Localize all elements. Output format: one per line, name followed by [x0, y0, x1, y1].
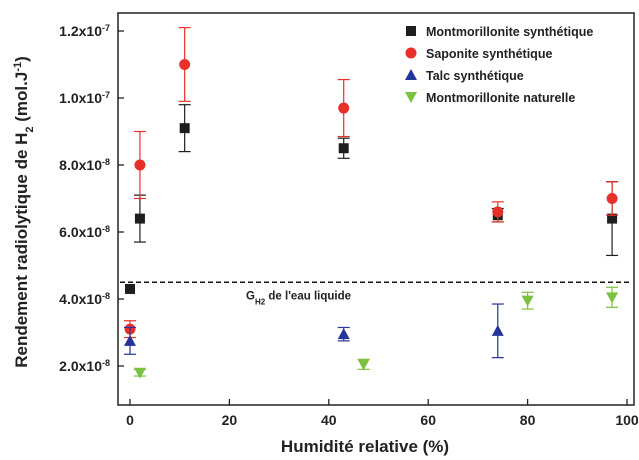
data-point — [607, 213, 618, 224]
data-point — [124, 334, 136, 346]
data-point — [357, 359, 370, 371]
legend-marker-1 — [405, 47, 417, 59]
y-tick-label-4: 1.0x10-7 — [59, 90, 110, 106]
reference-line-label: GH2 de l'eau liquide — [246, 290, 351, 306]
x-tick-label-5: 100 — [615, 412, 639, 428]
data-point — [338, 102, 350, 114]
data-point — [606, 193, 618, 204]
legend-label-3: Montmorillonite naturelle — [426, 91, 575, 105]
legend-label-0: Montmorillonite synthétique — [426, 25, 593, 39]
data-point — [134, 213, 145, 224]
x-tick-label-2: 40 — [321, 412, 337, 428]
y-tick-label-5: 1.2x10-7 — [59, 23, 110, 39]
data-point — [606, 292, 619, 304]
legend-marker-2 — [405, 69, 417, 80]
data-point — [134, 159, 146, 171]
legend-label-2: Talc synthétique — [426, 69, 524, 83]
data-point — [179, 59, 191, 70]
data-point — [133, 367, 146, 379]
legend-marker-0 — [406, 26, 416, 36]
series-1 — [124, 27, 619, 339]
data-point — [521, 295, 534, 307]
y-tick-label-1: 4.0x10-8 — [59, 291, 110, 307]
x-tick-label-1: 20 — [222, 412, 238, 428]
legend-marker-3 — [405, 92, 417, 103]
y-tick-label-2: 6.0x10-8 — [59, 224, 110, 240]
data-point — [179, 123, 190, 134]
data-point — [125, 283, 135, 294]
y-tick-label-0: 2.0x10-8 — [59, 358, 110, 374]
legend-label-1: Saponite synthétique — [426, 47, 552, 61]
data-point — [337, 328, 350, 340]
series-0 — [125, 104, 619, 294]
data-point — [491, 324, 504, 336]
series-3 — [133, 286, 619, 379]
y-axis-title: Rendement radiolytique de H2 (mol.J-1) — [12, 56, 36, 368]
x-tick-label-3: 60 — [420, 412, 436, 428]
x-tick-label-0: 0 — [126, 412, 134, 428]
data-point — [492, 206, 504, 218]
plot-frame — [117, 12, 635, 406]
y-tick-label-3: 8.0x10-8 — [59, 157, 110, 173]
data-point — [338, 143, 349, 154]
x-tick-label-4: 80 — [520, 412, 536, 428]
series-2 — [124, 303, 504, 359]
x-axis-title: Humidité relative (%) — [281, 437, 449, 456]
